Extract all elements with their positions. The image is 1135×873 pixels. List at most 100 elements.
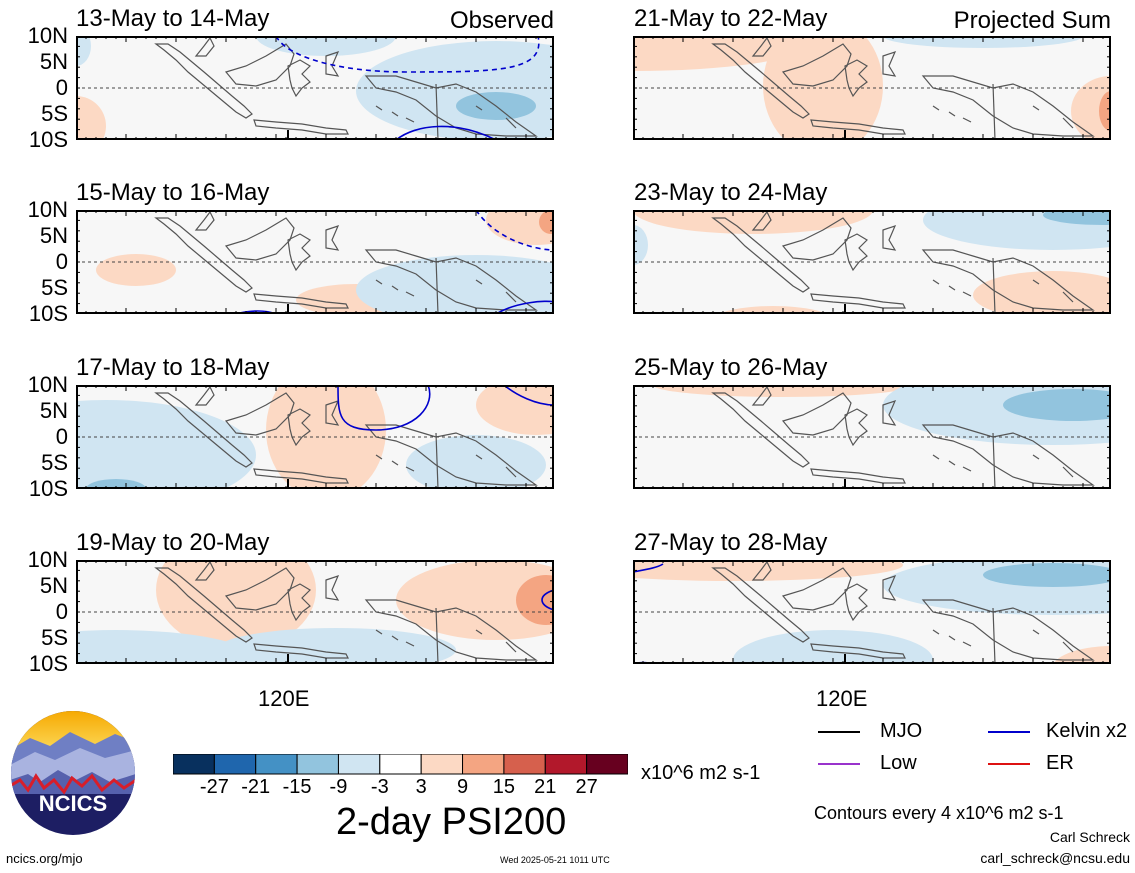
coastline [932,105,1074,129]
main-title: 2-day PSI200 [336,801,567,843]
legend-label-er: ER [1046,752,1074,774]
kelvin-contour [503,385,554,406]
coastline [375,105,517,129]
coastline [224,217,295,261]
legend-line-kelvin [988,731,1030,733]
coastline [253,293,349,309]
colorbar [173,754,628,775]
colorbar-tick-label: 3 [415,776,427,798]
coastline [882,225,897,251]
colorbar-tick-label: -9 [329,776,348,798]
coastline [751,560,772,581]
coastline [364,599,538,661]
colorbar-units: x10^6 m2 s-1 [641,762,761,784]
lat-label: 10S [28,651,68,676]
logo-text: NCICS [39,791,107,816]
colorbar-tick-label: 9 [456,776,469,798]
panel-title-right-4: 27-May to 28-May [634,529,828,556]
coastline [154,567,253,643]
lat-label: 5N [39,398,68,423]
lat-label: 5S [41,625,68,650]
coastline [992,83,996,140]
kelvin-contour [337,385,431,431]
lat-label: 5S [41,450,68,475]
projected-sum-label: Projected Sum [953,7,1111,34]
coastline [224,567,295,611]
coastline [711,43,810,119]
lat-label: 10N [27,197,68,222]
author-email: carl_schreck@ncsu.edu [980,850,1130,866]
kelvin-contour [275,36,540,73]
coastline [287,583,311,622]
coastline [194,385,215,406]
lat-label: 5N [39,49,68,74]
colorbar-swatch [337,754,381,775]
coastline [844,583,868,622]
ncics-logo: NCICS [11,711,135,835]
anomaly-shading [1003,389,1111,421]
anomaly-shading [983,563,1111,587]
anomaly-shading [76,400,256,489]
panel-title-right-3: 25-May to 26-May [634,354,828,381]
kelvin-contour [475,210,554,251]
coastline [711,567,810,643]
lat-label: 10S [28,127,68,152]
lat-label: 5S [41,101,68,126]
coastline [711,217,810,293]
lat-label: 5N [39,573,68,598]
coastline [932,454,1074,478]
anomaly-shading [76,96,106,140]
anomaly-shading [1071,76,1111,140]
coastline [224,392,295,436]
coastline [325,575,340,601]
coastline [154,43,253,119]
anomaly-shading [486,210,554,245]
coastline [882,51,897,77]
panel-title-right-1: 21-May to 22-May [634,5,828,32]
coastline [364,75,538,137]
coastline [810,293,906,309]
coastline [375,279,517,303]
coastline [932,629,1074,653]
coastline [844,233,868,272]
coastline [194,36,215,57]
coastline [287,59,311,98]
coastline [253,468,349,484]
lat-label: 0 [55,424,68,449]
lat-label: 0 [55,75,68,100]
colorbar-swatch [420,754,464,775]
anomaly-shading [476,385,554,435]
colorbar-swatch [379,754,422,775]
coastline [810,643,906,659]
lat-label: 10N [27,372,68,397]
coastline [364,424,538,486]
map-panel-R3 [633,560,1111,664]
coastline [435,432,439,489]
coastline [435,83,439,140]
coastline [921,249,1095,311]
lat-label: 5S [41,275,68,300]
contour-note: Contours every 4 x10^6 m2 s-1 [814,803,1064,823]
coastline [781,567,852,611]
anomaly-shading [539,210,554,234]
map-panel-R0 [633,36,1111,140]
coastline [435,257,439,314]
anomaly-shading [216,628,456,664]
legend-line-er [988,763,1030,765]
coastline [287,233,311,272]
coastline [375,629,517,653]
anomaly-shading [633,560,903,581]
colorbar-tick-label: 27 [575,776,598,798]
lon-label-right: 120E [816,686,868,711]
coastline [751,36,772,57]
kelvin-contour [395,125,497,140]
colorbar-swatch [213,754,257,775]
website-link[interactable]: ncics.org/mjo [6,851,83,866]
lat-label: 0 [55,249,68,274]
coastline [287,408,311,447]
coastline [751,210,772,231]
coastline [194,560,215,581]
colorbar-tick-label: -21 [241,776,271,798]
coastline [325,225,340,251]
coastline [364,249,538,311]
